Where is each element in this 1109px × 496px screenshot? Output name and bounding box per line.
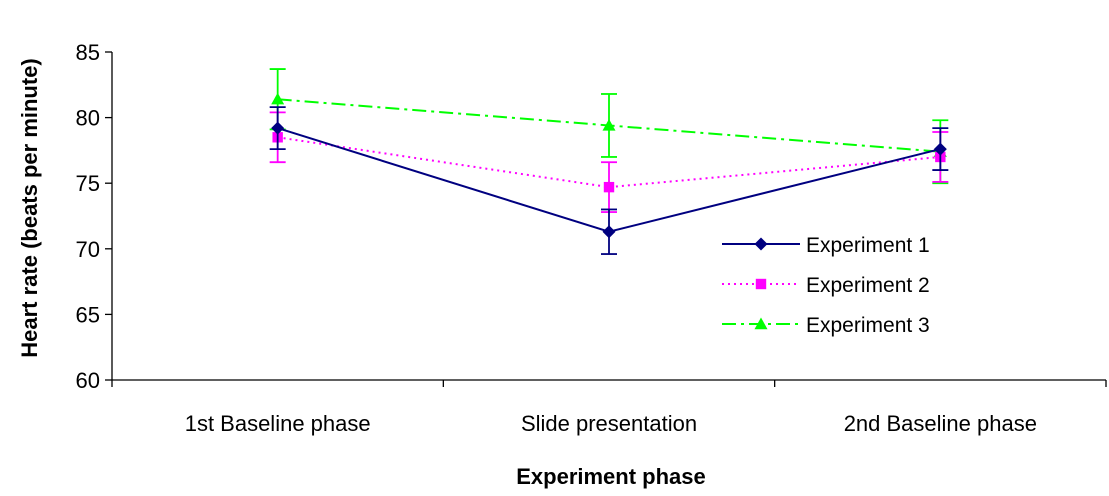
data-point: [603, 181, 615, 193]
x-tick-label: 1st Baseline phase: [185, 411, 371, 436]
x-axis-title: Experiment phase: [516, 464, 706, 489]
y-tick-label: 60: [76, 368, 100, 393]
data-point: [602, 225, 616, 239]
data-point: [271, 121, 285, 135]
y-axis-title: Heart rate (beats per minute): [17, 58, 42, 358]
x-tick-label: Slide presentation: [521, 411, 697, 436]
legend-label: Experiment 3: [806, 314, 930, 337]
data-point: [933, 142, 947, 156]
legend-item-3: Experiment 3: [722, 314, 930, 337]
legend-item-2: Experiment 2: [722, 274, 930, 297]
x-tick-label: 2nd Baseline phase: [844, 411, 1037, 436]
legend-label: Experiment 2: [806, 274, 930, 297]
legend-label: Experiment 1: [806, 234, 930, 257]
legend-marker: [754, 317, 768, 330]
axes: 60 65 70 75 80 85 1st Baseline phase Slide pres…: [76, 40, 1107, 436]
legend-marker: [755, 278, 767, 290]
legend: Experiment 1 Experiment 2 Experiment 3: [722, 234, 930, 337]
y-tick-label: 80: [76, 106, 100, 131]
series-1: [269, 106, 949, 255]
y-tick-label: 85: [76, 40, 100, 65]
y-tick-label: 70: [76, 237, 100, 262]
legend-marker: [754, 237, 768, 251]
data-point: [271, 92, 285, 105]
y-tick-label: 65: [76, 302, 100, 327]
data-point: [602, 118, 616, 131]
y-tick-label: 75: [76, 171, 100, 196]
legend-item-1: Experiment 1: [722, 234, 930, 257]
series-layer: [269, 68, 949, 255]
